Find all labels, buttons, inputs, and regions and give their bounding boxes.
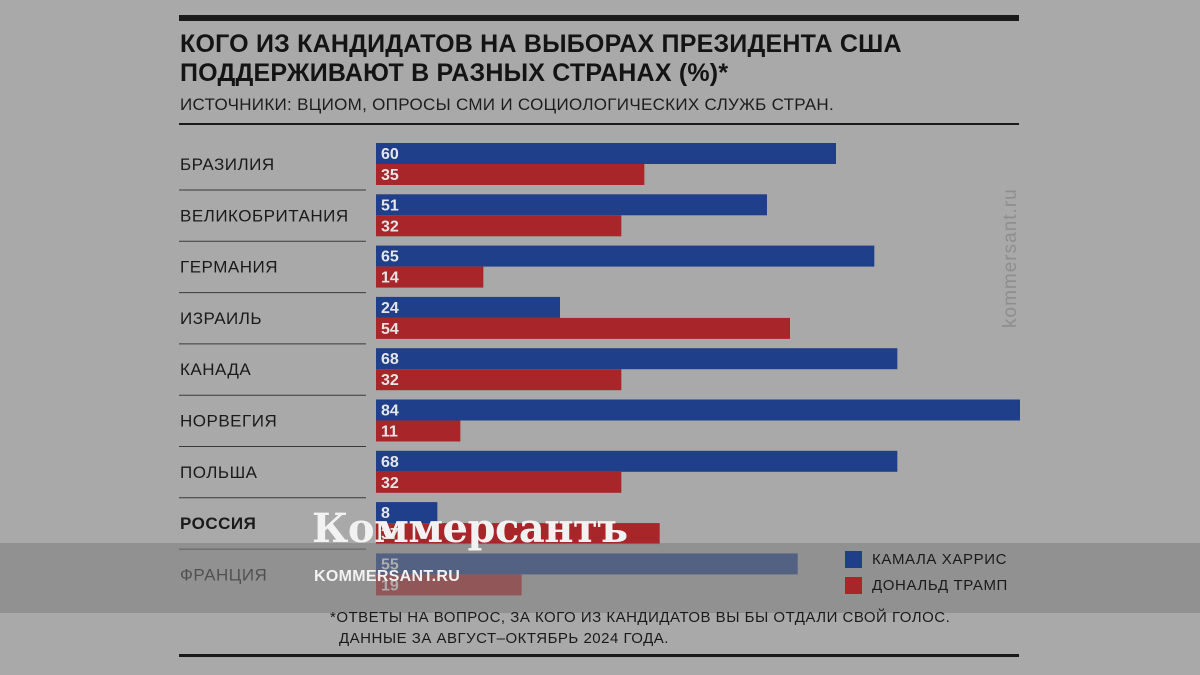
value-label-harris-1: 60 (381, 146, 399, 163)
bar-harris-4 (376, 296, 560, 318)
category-label-5: КАНАДА (180, 360, 251, 379)
value-label-trump-2: 32 (381, 218, 399, 235)
value-label-harris-2: 51 (381, 197, 399, 214)
bar-trump-8 (376, 523, 660, 545)
bar-trump-7 (376, 471, 622, 493)
footnote: *ОТВЕТЫ НА ВОПРОС, ЗА КОГО ИЗ КАНДИДАТОВ… (330, 607, 1030, 649)
bar-trump-1 (376, 164, 645, 185)
category-label-1: БРАЗИЛИЯ (180, 155, 275, 174)
value-label-harris-5: 68 (381, 351, 399, 368)
bar-trump-5 (376, 369, 622, 391)
value-label-harris-4: 24 (381, 300, 399, 317)
legend-label-trump: ДОНАЛЬД ТРАМП (872, 576, 1008, 594)
footnote-line-1: *ОТВЕТЫ НА ВОПРОС, ЗА КОГО ИЗ КАНДИДАТОВ… (330, 609, 951, 626)
category-label-6: НОРВЕГИЯ (180, 412, 277, 431)
value-label-trump-7: 32 (381, 475, 399, 492)
category-label-2: ВЕЛИКОБРИТАНИЯ (180, 206, 349, 225)
bar-harris-2 (376, 194, 767, 216)
value-label-trump-4: 54 (381, 321, 399, 338)
value-label-trump-8: 37 (381, 526, 399, 543)
category-label-7: ПОЛЬША (180, 463, 258, 482)
value-label-trump-6: 11 (381, 424, 398, 441)
bar-harris-6 (376, 399, 1020, 421)
bar-trump-4 (376, 317, 790, 339)
header-divider (179, 123, 1019, 125)
chart-legend: КАМАЛА ХАРРИС ДОНАЛЬД ТРАМП (845, 548, 1008, 600)
watermark-site: KOMMERSANT.RU (314, 568, 461, 585)
bar-harris-8 (376, 502, 438, 524)
bar-trump-2 (376, 215, 622, 237)
category-label-3: ГЕРМАНИЯ (180, 258, 278, 277)
bottom-rule (179, 654, 1019, 657)
chart-subtitle: ИСТОЧНИКИ: ВЦИОМ, ОПРОСЫ СМИ И СОЦИОЛОГИ… (180, 95, 835, 114)
bar-harris-1 (376, 143, 836, 164)
vertical-watermark: kommersant.ru (998, 145, 1022, 330)
legend-item-harris: КАМАЛА ХАРРИС (845, 548, 1008, 570)
legend-swatch-harris (845, 550, 862, 568)
watermark-band (0, 543, 1200, 613)
value-label-trump-5: 32 (381, 372, 399, 389)
legend-swatch-trump (845, 576, 862, 594)
value-label-harris-3: 65 (381, 249, 399, 266)
bar-trump-6 (376, 420, 461, 442)
watermark-logo: Коммерсантъ (312, 505, 628, 552)
footnote-line-2: ДАННЫЕ ЗА АВГУСТ–ОКТЯБРЬ 2024 ГОДА. (339, 630, 669, 647)
bar-trump-3 (376, 266, 484, 288)
vertical-watermark-text: kommersant.ru (1000, 188, 1021, 328)
value-label-harris-6: 84 (381, 403, 399, 420)
value-label-trump-3: 14 (381, 270, 399, 287)
legend-item-trump: ДОНАЛЬД ТРАМП (845, 574, 1008, 596)
legend-label-harris: КАМАЛА ХАРРИС (872, 550, 1008, 568)
category-label-4: ИЗРАИЛЬ (180, 309, 262, 328)
top-rule (179, 15, 1019, 21)
category-label-8: РОССИЯ (180, 514, 256, 533)
bar-harris-7 (376, 450, 898, 472)
chart-title: КОГО ИЗ КАНДИДАТОВ НА ВЫБОРАХ ПРЕЗИДЕНТА… (180, 30, 902, 87)
value-label-trump-1: 35 (381, 167, 399, 184)
bar-harris-5 (376, 348, 898, 370)
bar-harris-3 (376, 245, 875, 267)
value-label-harris-8: 8 (381, 505, 390, 522)
value-label-harris-7: 68 (381, 454, 399, 471)
